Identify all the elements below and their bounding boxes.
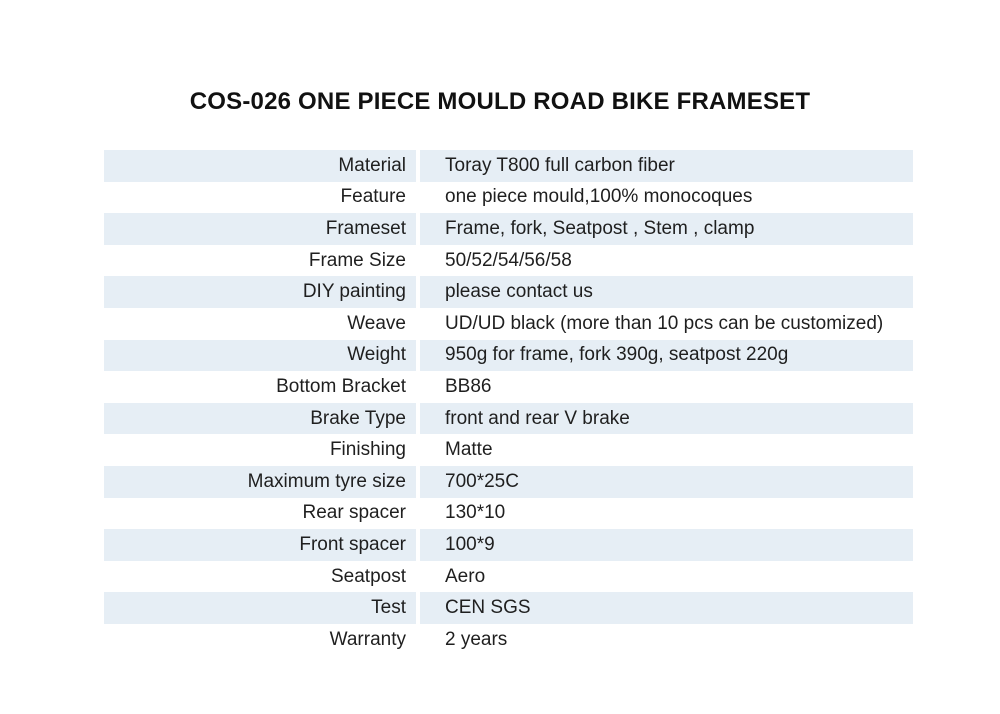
spec-label: Weight (104, 339, 416, 372)
spec-label: DIY painting (104, 276, 416, 308)
spec-row-maximum-tyre-size: Maximum tyre size 700*25C (104, 465, 913, 498)
spec-row-finishing: Finishing Matte (104, 434, 913, 466)
spec-value: CEN SGS (420, 592, 913, 624)
spec-value: Frame, fork, Seatpost , Stem , clamp (420, 213, 913, 245)
spec-row-weight: Weight 950g for frame, fork 390g, seatpo… (104, 339, 913, 372)
spec-value: 50/52/54/56/58 (445, 249, 572, 271)
page-title: COS-026 ONE PIECE MOULD ROAD BIKE FRAMES… (189, 88, 811, 115)
spec-row-diy-painting: DIY painting please contact us (104, 276, 913, 308)
spec-value: BB86 (445, 375, 492, 397)
spec-value: front and rear V brake (420, 402, 913, 435)
spec-row-front-spacer: Front spacer 100*9 (104, 529, 913, 561)
spec-row-seatpost: Seatpost Aero (104, 561, 913, 593)
spec-value: 700*25C (420, 465, 913, 498)
spec-row-warranty: Warranty 2 years (104, 624, 913, 656)
spec-value: UD/UD black (more than 10 pcs can be cus… (445, 312, 884, 334)
spec-row-material: Material Toray T800 full carbon fiber (104, 150, 913, 182)
spec-value: 950g for frame, fork 390g, seatpost 220g (420, 339, 913, 372)
spec-row-feature: Feature one piece mould,100% monocoques (104, 182, 913, 214)
spec-label: Frame Size (308, 249, 406, 271)
spec-table: Material Toray T800 full carbon fiber Fe… (104, 150, 913, 656)
spec-label: Brake Type (104, 402, 416, 435)
spec-row-brake-type: Brake Type front and rear V brake (104, 402, 913, 435)
spec-value: 100*9 (420, 529, 913, 561)
spec-label: Front spacer (104, 529, 416, 561)
spec-label: Maximum tyre size (104, 465, 416, 498)
spec-value: one piece mould,100% monocoques (445, 186, 753, 208)
spec-label: Seatpost (331, 565, 406, 587)
spec-label: Warranty (329, 628, 406, 650)
spec-row-weave: Weave UD/UD black (more than 10 pcs can … (104, 308, 913, 340)
spec-label: Bottom Bracket (276, 375, 406, 397)
spec-value: Matte (445, 439, 493, 461)
spec-label: Weave (347, 312, 406, 334)
spec-value: Toray T800 full carbon fiber (420, 150, 913, 182)
spec-row-bottom-bracket: Bottom Bracket BB86 (104, 371, 913, 403)
spec-label: Frameset (104, 213, 416, 245)
spec-label: Feature (340, 186, 406, 208)
spec-label: Rear spacer (302, 502, 407, 524)
spec-value: please contact us (420, 276, 913, 308)
spec-label: Finishing (329, 439, 406, 461)
spec-row-frame-size: Frame Size 50/52/54/56/58 (104, 245, 913, 277)
spec-row-rear-spacer: Rear spacer 130*10 (104, 498, 913, 530)
spec-value: 2 years (445, 628, 508, 650)
spec-row-test: Test CEN SGS (104, 592, 913, 624)
spec-label: Test (104, 592, 416, 624)
spec-value: Aero (445, 565, 486, 587)
spec-row-frameset: Frameset Frame, fork, Seatpost , Stem , … (104, 213, 913, 245)
spec-label: Material (104, 150, 416, 182)
spec-value: 130*10 (445, 502, 506, 524)
